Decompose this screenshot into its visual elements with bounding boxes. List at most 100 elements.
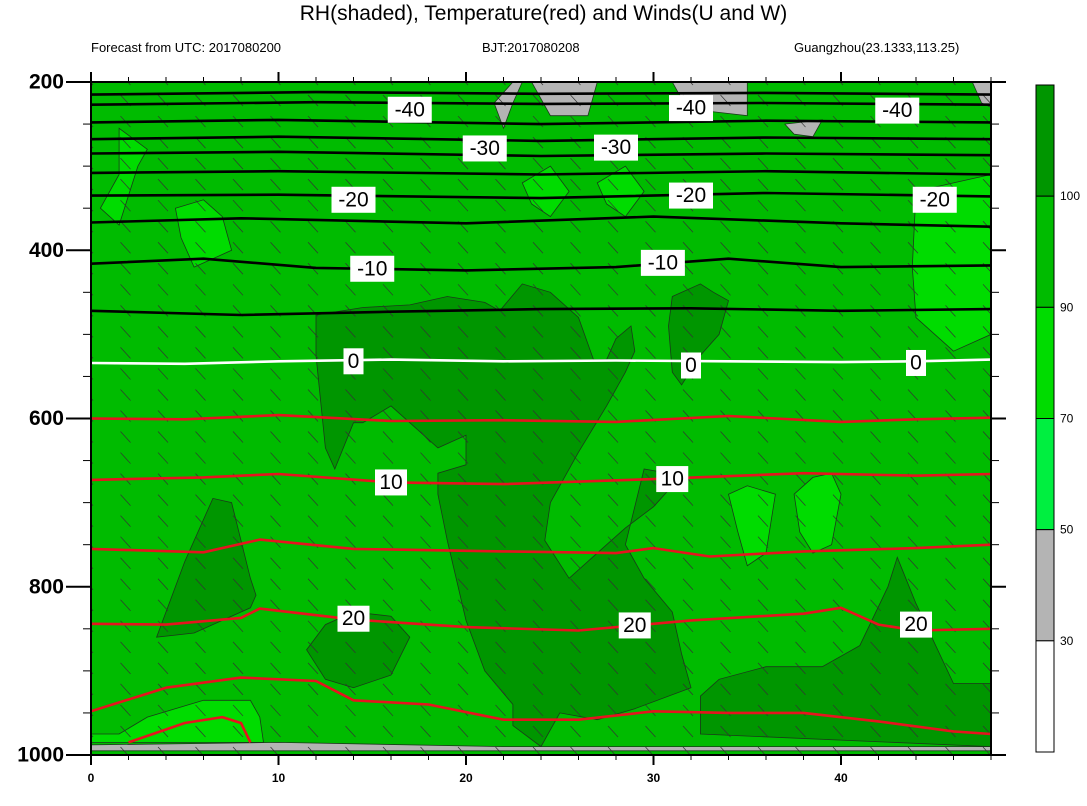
colorbar-segment-2 (1035, 306, 1055, 420)
wind-barb-524 (982, 494, 991, 504)
contour-label-box-2 (875, 97, 920, 124)
location-label: Guangzhou(23.1333,113.25) (794, 40, 960, 55)
wind-barb-315 (645, 326, 656, 338)
wind-barb-532 (345, 515, 356, 527)
wind-barb-8 (389, 82, 394, 86)
contour-label-0: -40 (395, 98, 425, 121)
wind-barb-381 (307, 389, 319, 401)
wind-barb-654 (232, 620, 244, 633)
wind-barb-455 (270, 452, 281, 464)
wind-barb-113 (570, 157, 581, 170)
wind-barb-552 (157, 536, 169, 548)
wind-barb-318 (757, 326, 769, 338)
forecast-time-label: Forecast from UTC: 2017080200 (91, 40, 282, 55)
wind-barb-345 (832, 347, 844, 359)
wind-barb-605 (270, 578, 281, 590)
contour-label-17: 20 (904, 613, 927, 636)
wind-barb-633 (382, 599, 394, 612)
wind-barb-438 (570, 431, 581, 443)
wind-barb-549 (982, 515, 991, 525)
wind-barb-772 (907, 704, 919, 717)
wind-barb-312 (532, 326, 544, 338)
wind-barb-591 (682, 557, 694, 569)
wind-barb-255 (270, 284, 281, 296)
temp-contour-10 (91, 358, 991, 366)
wind-barb-454 (232, 452, 244, 464)
wind-barb-713 (570, 662, 581, 675)
wind-barb-668 (757, 620, 769, 633)
wind-barb-156 (307, 199, 319, 212)
colorbar: 30 50 70 90 100 (1035, 84, 1080, 753)
wind-barb-302 (157, 326, 169, 338)
wind-barb-309 (420, 326, 431, 338)
temp-contour-8 (91, 257, 991, 272)
contour-label-box-5 (331, 186, 376, 213)
wind-barb-14 (614, 82, 619, 86)
wind-barb-142 (720, 178, 731, 191)
wind-barb-335 (457, 347, 469, 359)
wind-barb-197 (907, 220, 919, 233)
wind-barb-637 (532, 599, 544, 612)
wind-barb-533 (382, 515, 394, 527)
wind-barb-521 (870, 494, 881, 506)
wind-barb-290 (645, 305, 656, 317)
contour-label-box-3 (462, 135, 507, 162)
wind-barb-151 (120, 199, 131, 212)
wind-barb-265 (645, 284, 656, 296)
wind-barb-116 (682, 157, 694, 170)
wind-barb-134 (420, 178, 431, 191)
rh-region-7 (521, 165, 570, 218)
wind-barb-535 (457, 515, 469, 527)
wind-barb-203 (195, 242, 206, 254)
wind-barb-430 (270, 431, 281, 443)
wind-barb-631 (307, 599, 319, 612)
wind-barb-782 (345, 725, 356, 738)
wind-barb-756 (307, 704, 319, 717)
wind-barb-307 (345, 326, 356, 338)
wind-barb-783 (382, 725, 394, 738)
wind-barb-446 (870, 431, 881, 443)
temp-contour-16 (128, 715, 252, 744)
wind-barb-155 (270, 199, 281, 212)
wind-barb-201 (120, 242, 131, 254)
wind-barb-303 (195, 326, 206, 338)
wind-barb-603 (195, 578, 206, 590)
wind-barb-23 (952, 82, 956, 86)
wind-barb-795 (832, 725, 844, 738)
wind-barb-818 (757, 746, 766, 755)
wind-barb-163 (570, 199, 581, 212)
wind-barb-360 (457, 368, 469, 380)
wind-barb-570 (832, 536, 844, 548)
wind-barb-140 (645, 178, 656, 191)
wind-barb-413 (570, 410, 581, 422)
wind-barb-636 (495, 599, 506, 612)
wind-barb-715 (645, 662, 656, 675)
wind-barb-399 (982, 389, 991, 399)
wind-barb-183 (382, 220, 394, 233)
wind-barb-689 (607, 641, 619, 654)
contour-label-box-15 (337, 605, 370, 632)
wind-barb-576 (120, 557, 131, 569)
wind-barb-164 (607, 199, 619, 212)
wind-barb-629 (232, 599, 244, 612)
wind-barb-205 (270, 242, 281, 254)
wind-barb-119 (795, 157, 806, 170)
y-tick-label-3: 800 (29, 575, 64, 598)
wind-barb-131 (307, 178, 319, 191)
contour-labels-layer: -40 -40 -40 -30 -30 -20 -20 -20 -10 -10 0 0 0 10 10 20 2… (331, 95, 957, 639)
contour-label-box-14 (656, 466, 689, 493)
wind-barb-456 (307, 452, 319, 464)
wind-barb-557 (345, 536, 356, 548)
wind-barb-558 (382, 536, 394, 548)
wind-barb-745 (832, 683, 844, 696)
wind-barb-18 (764, 82, 769, 86)
wind-barb-574 (982, 536, 991, 547)
rh-region-9 (911, 174, 991, 352)
wind-barb-694 (795, 641, 806, 654)
wind-barb-266 (682, 284, 694, 296)
wind-barb-259 (420, 284, 431, 296)
wind-barb-564 (607, 536, 619, 548)
wind-barb-740 (645, 683, 656, 696)
wind-barb-471 (870, 452, 881, 464)
wind-barb-578 (195, 557, 206, 569)
